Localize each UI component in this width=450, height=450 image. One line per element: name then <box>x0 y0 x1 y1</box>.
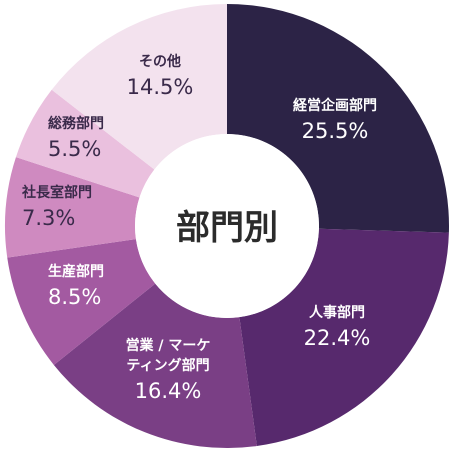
pie-slice <box>51 4 227 170</box>
slice-label: 人事部門 <box>309 304 365 321</box>
slice-value-label: 8.5% <box>48 285 101 309</box>
slice-label: 生産部門 <box>48 263 104 280</box>
slice-value-label: 22.4% <box>304 326 371 350</box>
pie-slice <box>53 283 257 448</box>
pie-slice <box>15 89 155 198</box>
slice-label-group: 人事部門 22.4% <box>304 304 371 350</box>
slice-value-label: 25.5% <box>302 119 369 143</box>
donut-hole <box>135 134 319 318</box>
slice-label: 社長室部門 <box>21 184 92 201</box>
chart-title: 部門別 <box>176 208 278 248</box>
pie-slice <box>239 228 449 446</box>
slices-layer <box>5 4 449 448</box>
slice-label: 経営企画部門 <box>293 97 377 114</box>
slice-label-group: その他 14.5% <box>127 53 194 99</box>
slice-label: その他 <box>139 53 181 70</box>
slice-label: 総務部門 <box>48 115 104 132</box>
pie-slice <box>7 239 156 365</box>
slice-label-group: 生産部門 8.5% <box>48 263 104 309</box>
slice-value-label: 16.4% <box>135 379 202 403</box>
slice-label-group: 経営企画部門 25.5% <box>293 97 377 143</box>
pie-slice <box>5 157 140 258</box>
slice-label-group: 総務部門 5.5% <box>48 115 104 161</box>
slice-value-label: 14.5% <box>127 75 194 99</box>
slice-label: 営業 / マーケ <box>126 337 211 354</box>
pie-slice <box>227 4 449 233</box>
slice-value-label: 7.3% <box>22 206 75 230</box>
slice-value-label: 5.5% <box>48 137 101 161</box>
slice-label-group: 社長室部門 7.3% <box>21 184 92 230</box>
slice-label: ティング部門 <box>126 357 209 374</box>
